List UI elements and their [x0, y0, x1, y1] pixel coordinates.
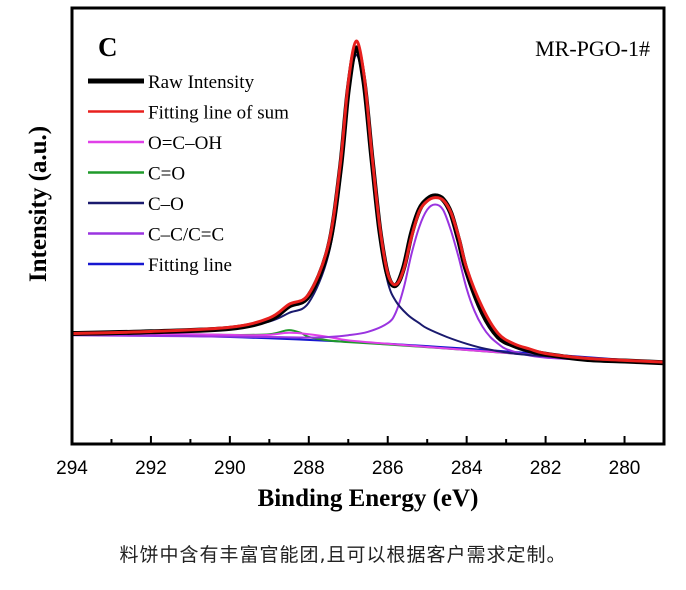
x-tick-label: 294: [56, 458, 88, 479]
x-axis-title: Binding Energy (eV): [258, 485, 479, 512]
panel-label: C: [98, 32, 118, 62]
sample-label: MR-PGO-1#: [535, 36, 650, 61]
y-axis-title: Intensity (a.u.): [25, 126, 52, 282]
series-line-fitting-line-of-sum: [71, 39, 665, 364]
legend-label-o-c-oh: O=C–OH: [148, 133, 222, 154]
x-tick-label: 282: [530, 458, 562, 479]
legend-label-fitting-line: Fitting line: [148, 255, 232, 276]
plot-lines: [71, 39, 665, 366]
x-tick-label: 290: [214, 458, 246, 479]
x-tick-label: 288: [293, 458, 325, 479]
x-tick-label: 292: [135, 458, 167, 479]
legend-label-raw-intensity: Raw Intensity: [148, 72, 255, 93]
legend-label-c-o: C=O: [148, 164, 185, 185]
legend-label-c-c-c-c: C–C/C=C: [148, 225, 224, 246]
x-tick-label: 286: [372, 458, 404, 479]
series-line-c-c-c-c: [71, 203, 665, 364]
xps-c1s-chart: 294 292 290 288 286 284 282 280 C MR-PGO-1# Raw…: [25, 6, 666, 512]
legend-label-c-o: C–O: [148, 194, 184, 215]
x-tick-label: 280: [609, 458, 641, 479]
x-tick-label: 284: [451, 458, 483, 479]
x-axis-ticks: 294 292 290 288 286 284 282 280: [56, 436, 640, 479]
plot-frame: [70, 6, 666, 446]
legend-label-fitting-line-of-sum: Fitting line of sum: [148, 103, 289, 124]
legend: Raw Intensity Fitting line of sum O=C–OH C=…: [88, 72, 289, 276]
caption-text: 料饼中含有丰富官能团,且可以根据客户需求定制。: [119, 544, 567, 566]
